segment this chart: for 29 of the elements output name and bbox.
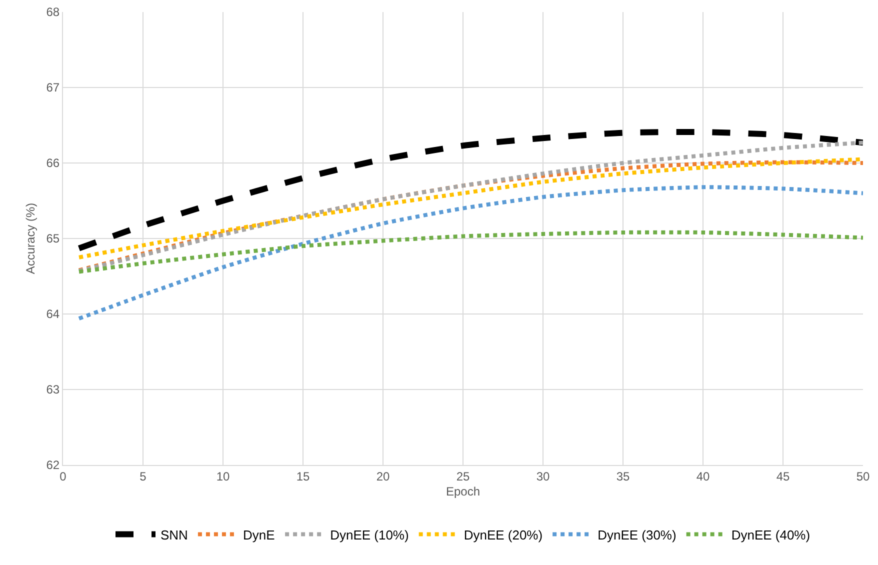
x-tick-label: 5 (140, 469, 147, 484)
y-tick-label: 68 (46, 5, 60, 20)
y-tick-label: 67 (46, 80, 60, 95)
x-tick-label: 20 (376, 469, 390, 484)
legend-label: DynEE (10%) (330, 527, 409, 542)
legend-label: DynEE (40%) (731, 527, 810, 542)
x-tick-label: 45 (776, 469, 790, 484)
x-tick-label: 0 (60, 469, 67, 484)
legend-label: SNN (160, 527, 188, 542)
legend-label: DynEE (30%) (598, 527, 676, 542)
line-series (77, 140, 863, 273)
x-tick-label: 10 (216, 469, 230, 484)
x-tick-label: 15 (296, 469, 310, 484)
x-tick-label: 40 (696, 469, 710, 484)
y-tick-label: 63 (46, 382, 60, 397)
line-series (77, 230, 863, 274)
y-tick-label: 62 (46, 458, 60, 472)
y-tick-label: 65 (46, 232, 60, 246)
y-tick-label: 64 (46, 307, 60, 322)
x-axis-title: Epoch (446, 484, 480, 498)
y-axis-title: Accuracy (%) (24, 202, 38, 274)
line-series (77, 185, 863, 321)
x-tick-label: 25 (456, 469, 470, 484)
x-tick-label: 50 (856, 469, 870, 484)
legend-label: DynE (242, 527, 276, 542)
x-tick-label: 30 (536, 469, 550, 484)
legend-label: DynEE (20%) (464, 527, 543, 542)
x-tick-label: 35 (616, 469, 630, 484)
y-tick-label: 66 (46, 156, 60, 170)
